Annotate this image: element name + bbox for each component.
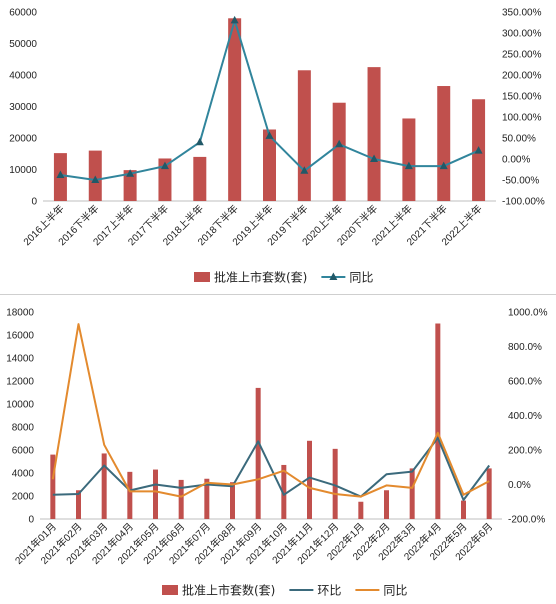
y-right-tick-label: -100.00% — [502, 197, 545, 208]
bar-9 — [332, 102, 346, 201]
bar-15 — [409, 468, 415, 519]
bar-11 — [402, 118, 416, 201]
y-right-tick-label: 150.00% — [502, 92, 542, 103]
y-left-tick-label: 18000 — [6, 308, 34, 319]
bar-12 — [332, 448, 338, 519]
bar-13 — [358, 501, 364, 519]
line-marker-4 — [160, 161, 169, 170]
legend-marker — [329, 272, 338, 280]
line-marker-7 — [265, 131, 274, 139]
series-line-1 — [52, 436, 491, 501]
bar-3 — [123, 170, 137, 201]
y-left-tick-label: 8000 — [12, 423, 35, 434]
bar-10 — [281, 464, 287, 519]
y-left-tick-label: 14000 — [6, 354, 34, 365]
y-left-tick-label: 16000 — [6, 331, 34, 342]
line-marker-2 — [91, 175, 100, 183]
chart-panel-half-year: 0 10000 20000 30000 40000 50000 60000 -100.00% -… — [9, 8, 545, 285]
bar-12 — [437, 86, 451, 201]
legend-label: 批准上市套数(套) — [182, 583, 275, 598]
line-marker-8 — [300, 166, 309, 174]
line-marker-12 — [439, 161, 448, 170]
y-left-tick-label: 30000 — [9, 102, 37, 113]
legend-label: 批准上市套数(套) — [214, 270, 307, 285]
y-left-tick-label: 10000 — [6, 400, 34, 411]
y-right-tick-label: 200.0% — [508, 446, 542, 457]
y-left-tick-label: 20000 — [9, 134, 37, 145]
legend-label: 同比 — [383, 584, 407, 598]
bar-18 — [486, 468, 492, 519]
legend-swatch-bar — [162, 585, 178, 595]
bar-7 — [263, 129, 276, 201]
line-marker-3 — [126, 169, 135, 177]
y-right-tick-label: 600.0% — [508, 377, 542, 388]
bar-6 — [178, 479, 184, 519]
panel-divider — [0, 294, 556, 295]
legend-label: 环比 — [317, 584, 341, 598]
bar-3 — [101, 453, 107, 519]
line-marker-10 — [370, 154, 379, 162]
y-left-tick-label: 6000 — [12, 446, 35, 457]
line-marker-6 — [230, 15, 239, 24]
y-left-tick-label: 40000 — [9, 71, 37, 82]
y-right-tick-label: 250.00% — [502, 50, 542, 61]
y-left-tick-label: 60000 — [9, 8, 37, 19]
bar-4 — [127, 471, 133, 519]
bar-2 — [76, 490, 81, 519]
bar-17 — [461, 500, 466, 519]
y-right-tick-label: 200.00% — [502, 71, 542, 82]
y-right-tick-label: 1000.0% — [508, 308, 548, 319]
y-left-tick-label: 0 — [31, 197, 37, 208]
y-right-tick-label: 50.00% — [502, 134, 536, 145]
bar-6 — [228, 18, 242, 201]
line-marker-5 — [195, 137, 204, 146]
y-left-tick-label: 10000 — [9, 165, 37, 176]
line-marker-11 — [404, 161, 413, 170]
legend-swatch-bar — [194, 272, 210, 282]
y-left-tick-label: 4000 — [12, 469, 35, 480]
y-left-tick-label: 0 — [28, 515, 34, 526]
y-right-tick-label: 100.00% — [502, 113, 542, 124]
bar-5 — [153, 469, 158, 519]
line-marker-9 — [335, 139, 344, 148]
y-left-tick-label: 2000 — [12, 492, 35, 503]
bar-1 — [50, 454, 56, 519]
bar-8 — [230, 482, 235, 519]
y-right-tick-label: 350.00% — [502, 8, 542, 19]
bar-7 — [204, 478, 210, 519]
bar-14 — [384, 490, 389, 519]
y-right-tick-label: 400.0% — [508, 411, 542, 422]
bar-5 — [193, 156, 207, 201]
y-right-tick-label: 0.0% — [508, 480, 531, 491]
y-right-tick-label: 300.00% — [502, 29, 542, 40]
y-right-tick-label: 0.00% — [502, 155, 530, 166]
line-marker-13 — [474, 146, 483, 154]
y-right-tick-label: -50.00% — [502, 176, 539, 187]
y-left-tick-label: 12000 — [6, 377, 34, 388]
y-left-tick-label: 50000 — [9, 39, 37, 50]
series-line-2 — [51, 323, 490, 498]
y-right-tick-label: -200.0% — [508, 515, 545, 526]
chart-panel-monthly: 0 2000 4000 6000 8000 10000 12000 14000 16000 180… — [6, 308, 548, 598]
bar-16 — [435, 323, 441, 519]
bar-8 — [297, 70, 311, 202]
bar-11 — [307, 440, 312, 519]
bar-9 — [255, 387, 261, 519]
bar-10 — [367, 67, 381, 201]
line-marker-1 — [56, 170, 65, 178]
legend-label: 同比 — [349, 271, 373, 285]
y-right-tick-label: 800.0% — [508, 342, 542, 353]
